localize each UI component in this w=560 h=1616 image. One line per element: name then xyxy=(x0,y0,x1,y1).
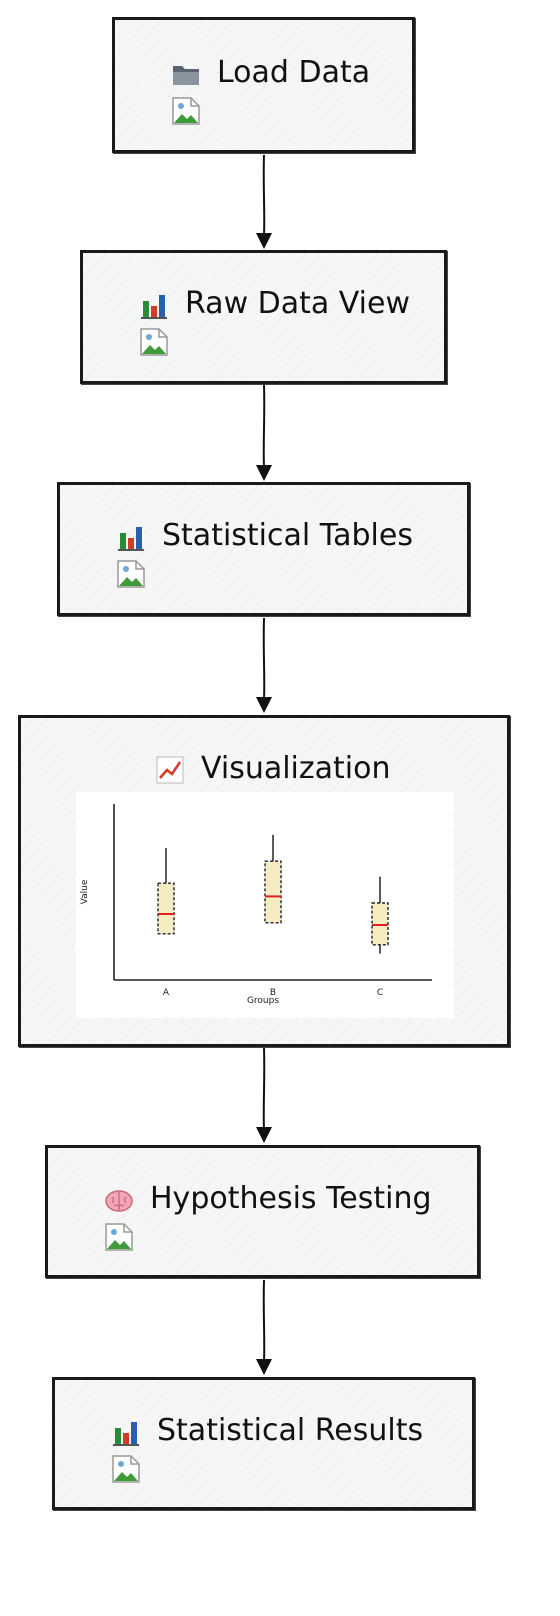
node-label: Visualization xyxy=(201,751,391,786)
arrow-raw-to-tables xyxy=(256,384,272,481)
node-title: Raw Data View xyxy=(139,287,410,321)
box-B xyxy=(264,860,282,924)
broken-image-icon xyxy=(105,1223,133,1251)
x-axis-label: Groups xyxy=(247,996,279,1006)
folder-icon xyxy=(171,58,201,88)
arrow-hypothesis-to-results xyxy=(256,1279,272,1375)
node-label: Raw Data View xyxy=(185,286,410,321)
y-axis-label: Value xyxy=(80,879,90,904)
node-statistical-results[interactable]: Statistical Results xyxy=(52,1377,475,1510)
broken-image-icon xyxy=(117,560,145,588)
broken-image-icon xyxy=(140,328,168,356)
broken-image-icon xyxy=(112,1455,140,1483)
node-visualization[interactable]: Visualization Value Groups A B C xyxy=(18,715,510,1047)
node-label: Statistical Tables xyxy=(162,518,413,553)
bar-chart-icon xyxy=(111,1416,141,1446)
box-A xyxy=(157,882,175,935)
tick-label-A: A xyxy=(163,988,170,998)
node-load-data[interactable]: Load Data xyxy=(112,17,415,153)
tick-label-C: C xyxy=(377,988,383,998)
node-title: Hypothesis Testing xyxy=(104,1182,432,1216)
box-plot: Value Groups A B C xyxy=(80,804,432,1006)
node-title: Load Data xyxy=(171,56,370,90)
node-title: Visualization xyxy=(155,752,391,786)
node-raw-data-view[interactable]: Raw Data View xyxy=(80,250,447,384)
brain-icon xyxy=(104,1184,134,1214)
bar-chart-icon xyxy=(116,521,146,551)
broken-image-icon xyxy=(172,97,200,125)
arrow-tables-to-visualization xyxy=(256,617,272,713)
tick-label-B: B xyxy=(270,988,276,998)
node-label: Load Data xyxy=(217,55,371,90)
node-statistical-tables[interactable]: Statistical Tables xyxy=(57,482,470,616)
node-hypothesis-testing[interactable]: Hypothesis Testing xyxy=(45,1145,480,1278)
node-title: Statistical Tables xyxy=(116,519,413,553)
arrow-visualization-to-hypothesis xyxy=(256,1047,272,1143)
node-label: Hypothesis Testing xyxy=(150,1181,432,1216)
node-title: Statistical Results xyxy=(111,1414,423,1448)
box-C xyxy=(371,902,389,946)
bar-chart-icon xyxy=(139,289,169,319)
node-label: Statistical Results xyxy=(157,1413,424,1448)
arrow-load-to-raw xyxy=(256,154,272,249)
box-plot-panel: Value Groups A B C xyxy=(76,792,454,1018)
line-chart-icon xyxy=(155,754,185,784)
